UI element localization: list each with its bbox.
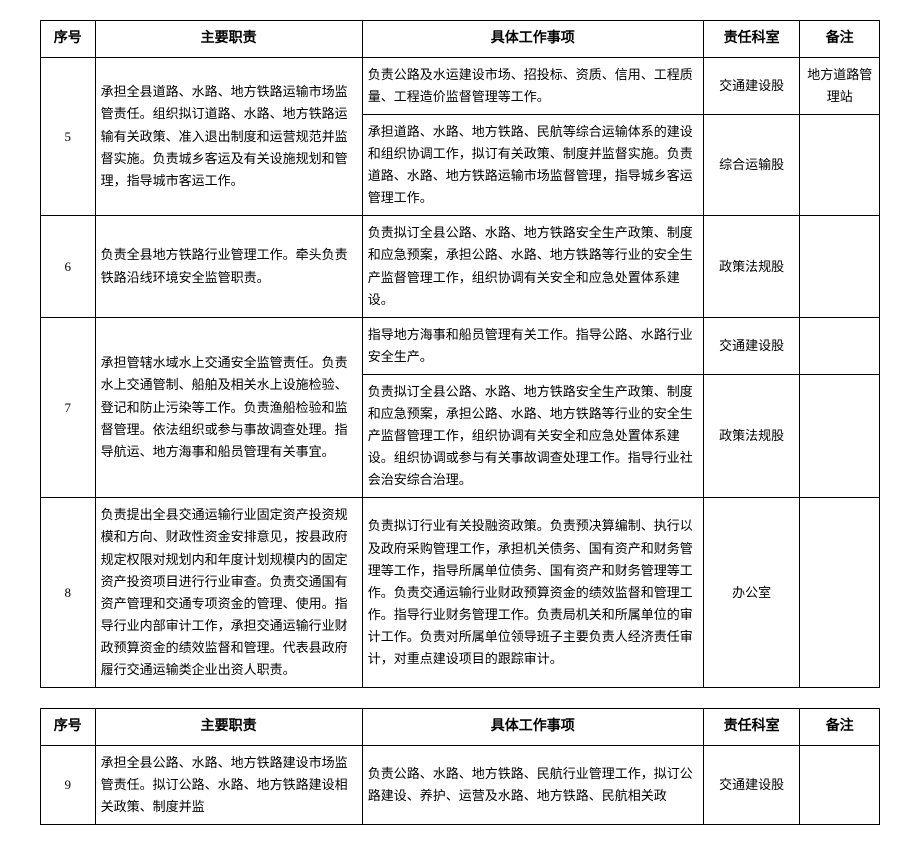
col-seq: 序号: [41, 21, 96, 58]
cell-remark: [800, 317, 880, 374]
cell-dept: 综合运输股: [703, 114, 800, 215]
cell-item: 负责拟订行业有关投融资政策。负责预决算编制、执行以及政府采购管理工作，承担机关债…: [362, 498, 703, 688]
cell-item: 负责拟订全县公路、水路、地方铁路安全生产政策、制度和应急预案，承担公路、水路、地…: [362, 216, 703, 317]
cell-duty: 承担全县道路、水路、地方铁路运输市场监管责任。组织拟订道路、水路、地方铁路运输有…: [95, 57, 362, 216]
duty-table-1: 序号 主要职责 具体工作事项 责任科室 备注 5承担全县道路、水路、地方铁路运输…: [40, 20, 880, 688]
cell-remark: [800, 374, 880, 497]
col-remark: 备注: [800, 709, 880, 746]
col-duty: 主要职责: [95, 709, 362, 746]
table-header-row: 序号 主要职责 具体工作事项 责任科室 备注: [41, 21, 880, 58]
col-dept: 责任科室: [703, 709, 800, 746]
cell-remark: 地方道路管理站: [800, 57, 880, 114]
cell-item: 承担道路、水路、地方铁路、民航等综合运输体系的建设和组织协调工作，拟订有关政策、…: [362, 114, 703, 215]
col-seq: 序号: [41, 709, 96, 746]
col-duty: 主要职责: [95, 21, 362, 58]
table-row: 8负责提出全县交通运输行业固定资产投资规模和方向、财政性资金安排意见，按县政府规…: [41, 498, 880, 688]
cell-duty: 负责全县地方铁路行业管理工作。牵头负责铁路沿线环境安全监管职责。: [95, 216, 362, 317]
col-remark: 备注: [800, 21, 880, 58]
cell-remark: [800, 498, 880, 688]
cell-seq: 6: [41, 216, 96, 317]
table-row: 9承担全县公路、水路、地方铁路建设市场监管责任。拟订公路、水路、地方铁路建设相关…: [41, 745, 880, 824]
col-dept: 责任科室: [703, 21, 800, 58]
cell-seq: 8: [41, 498, 96, 688]
cell-dept: 政策法规股: [703, 216, 800, 317]
cell-remark: [800, 114, 880, 215]
cell-seq: 9: [41, 745, 96, 824]
cell-dept: 办公室: [703, 498, 800, 688]
cell-remark: [800, 745, 880, 824]
cell-item: 指导地方海事和船员管理有关工作。指导公路、水路行业安全生产。: [362, 317, 703, 374]
col-item: 具体工作事项: [362, 709, 703, 746]
cell-dept: 交通建设股: [703, 745, 800, 824]
cell-duty: 负责提出全县交通运输行业固定资产投资规模和方向、财政性资金安排意见，按县政府规定…: [95, 498, 362, 688]
cell-seq: 5: [41, 57, 96, 216]
table-row: 5承担全县道路、水路、地方铁路运输市场监管责任。组织拟订道路、水路、地方铁路运输…: [41, 57, 880, 114]
cell-duty: 承担全县公路、水路、地方铁路建设市场监管责任。拟订公路、水路、地方铁路建设相关政…: [95, 745, 362, 824]
table-row: 6负责全县地方铁路行业管理工作。牵头负责铁路沿线环境安全监管职责。负责拟订全县公…: [41, 216, 880, 317]
cell-item: 负责拟订全县公路、水路、地方铁路安全生产政策、制度和应急预案，承担公路、水路、地…: [362, 374, 703, 497]
table-row: 7承担管辖水域水上交通安全监管责任。负责水上交通管制、船舶及相关水上设施检验、登…: [41, 317, 880, 374]
cell-remark: [800, 216, 880, 317]
cell-duty: 承担管辖水域水上交通安全监管责任。负责水上交通管制、船舶及相关水上设施检验、登记…: [95, 317, 362, 498]
duty-table-2: 序号 主要职责 具体工作事项 责任科室 备注 9承担全县公路、水路、地方铁路建设…: [40, 708, 880, 825]
col-item: 具体工作事项: [362, 21, 703, 58]
table-header-row: 序号 主要职责 具体工作事项 责任科室 备注: [41, 709, 880, 746]
cell-item: 负责公路及水运建设市场、招投标、资质、信用、工程质量、工程造价监督管理等工作。: [362, 57, 703, 114]
cell-dept: 交通建设股: [703, 57, 800, 114]
cell-item: 负责公路、水路、地方铁路、民航行业管理工作，拟订公路建设、养护、运营及水路、地方…: [362, 745, 703, 824]
cell-seq: 7: [41, 317, 96, 498]
cell-dept: 交通建设股: [703, 317, 800, 374]
cell-dept: 政策法规股: [703, 374, 800, 497]
